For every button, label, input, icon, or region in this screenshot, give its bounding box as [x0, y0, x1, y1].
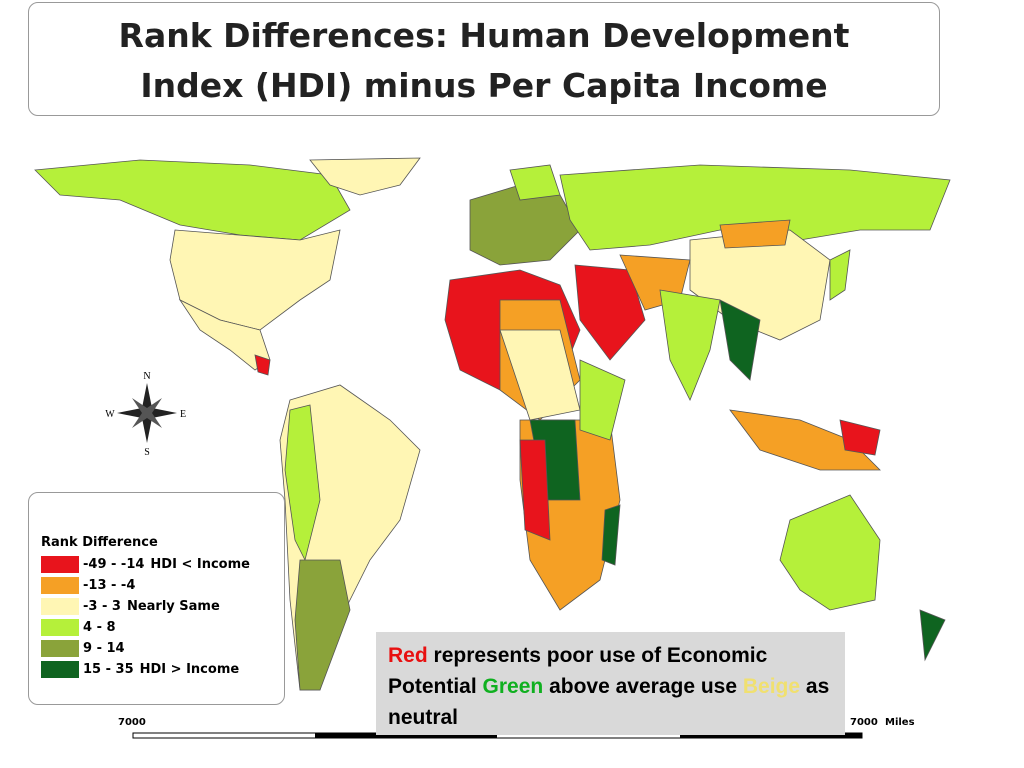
note-text: represents poor use of Economic Potentia… [388, 644, 768, 698]
compass-label: W [105, 409, 115, 420]
compass-star [132, 398, 162, 428]
country-region [34, 159, 351, 241]
title-box: Rank Differences: Human Development Inde… [28, 2, 940, 116]
legend-note: HDI < Income [150, 557, 250, 572]
country-region [294, 559, 351, 691]
note-text: Beige [742, 675, 801, 698]
legend-range: -49 - -14 [83, 557, 145, 572]
legend-range: 4 - 8 [83, 620, 116, 635]
legend-swatch [41, 556, 79, 573]
legend-range: -13 - -4 [83, 578, 136, 593]
legend-range: -3 - 3 [83, 599, 121, 614]
country-region [574, 264, 646, 361]
legend-note: Nearly Same [126, 599, 220, 614]
scale-label: 7000 [850, 717, 878, 728]
country-region [309, 157, 421, 196]
note-box: Red represents poor use of Economic Pote… [376, 632, 845, 735]
legend-row: 4 - 8 [41, 617, 284, 638]
scale-bar [680, 733, 862, 738]
country-region [839, 419, 881, 456]
country-region [254, 354, 271, 376]
legend-row: 9 - 14 [41, 638, 284, 659]
compass-label: E [180, 409, 186, 420]
country-region [509, 164, 561, 201]
legend-title: Rank Difference [41, 535, 158, 550]
legend-range: 15 - 35 [83, 662, 134, 677]
country-region [601, 504, 621, 566]
legend-row: -49 - -14 HDI < Income [41, 554, 284, 575]
country-region [519, 439, 551, 541]
legend-swatch [41, 598, 79, 615]
legend: Rank Difference -49 - -14 HDI < Income -13… [28, 492, 285, 705]
legend-row: -13 - -4 [41, 575, 284, 596]
country-region [169, 229, 341, 331]
scale-label: Miles [885, 717, 915, 728]
country-region [829, 249, 851, 301]
title-line: Rank Differences: Human Development [118, 16, 850, 55]
country-region [559, 164, 951, 251]
legend-range: 9 - 14 [83, 641, 125, 656]
scale-bar [315, 733, 497, 738]
country-region [729, 409, 881, 471]
title-line: Index (HDI) minus Per Capita Income [140, 66, 828, 105]
legend-swatch [41, 619, 79, 636]
country-region [719, 219, 791, 249]
legend-swatch [41, 640, 79, 657]
scale-label: 7000 [118, 717, 146, 728]
note-text: as neutral [388, 675, 830, 729]
country-region [719, 299, 761, 381]
note-text: Red [388, 644, 428, 667]
country-region [919, 609, 946, 662]
note-text: above average use [549, 675, 738, 698]
compass-label: N [143, 371, 150, 382]
legend-row: -3 - 3 Nearly Same [41, 596, 284, 617]
compass-label: S [144, 447, 150, 458]
country-region [579, 359, 626, 441]
legend-swatch [41, 661, 79, 678]
country-region [659, 289, 721, 401]
note-text: Green [482, 675, 544, 698]
legend-rows: -49 - -14 HDI < Income -13 - -4 -3 - 3 Nearl… [41, 554, 284, 680]
legend-swatch [41, 577, 79, 594]
legend-row: 15 - 35 HDI > Income [41, 659, 284, 680]
country-region [779, 494, 881, 611]
legend-note: HDI > Income [139, 662, 240, 677]
